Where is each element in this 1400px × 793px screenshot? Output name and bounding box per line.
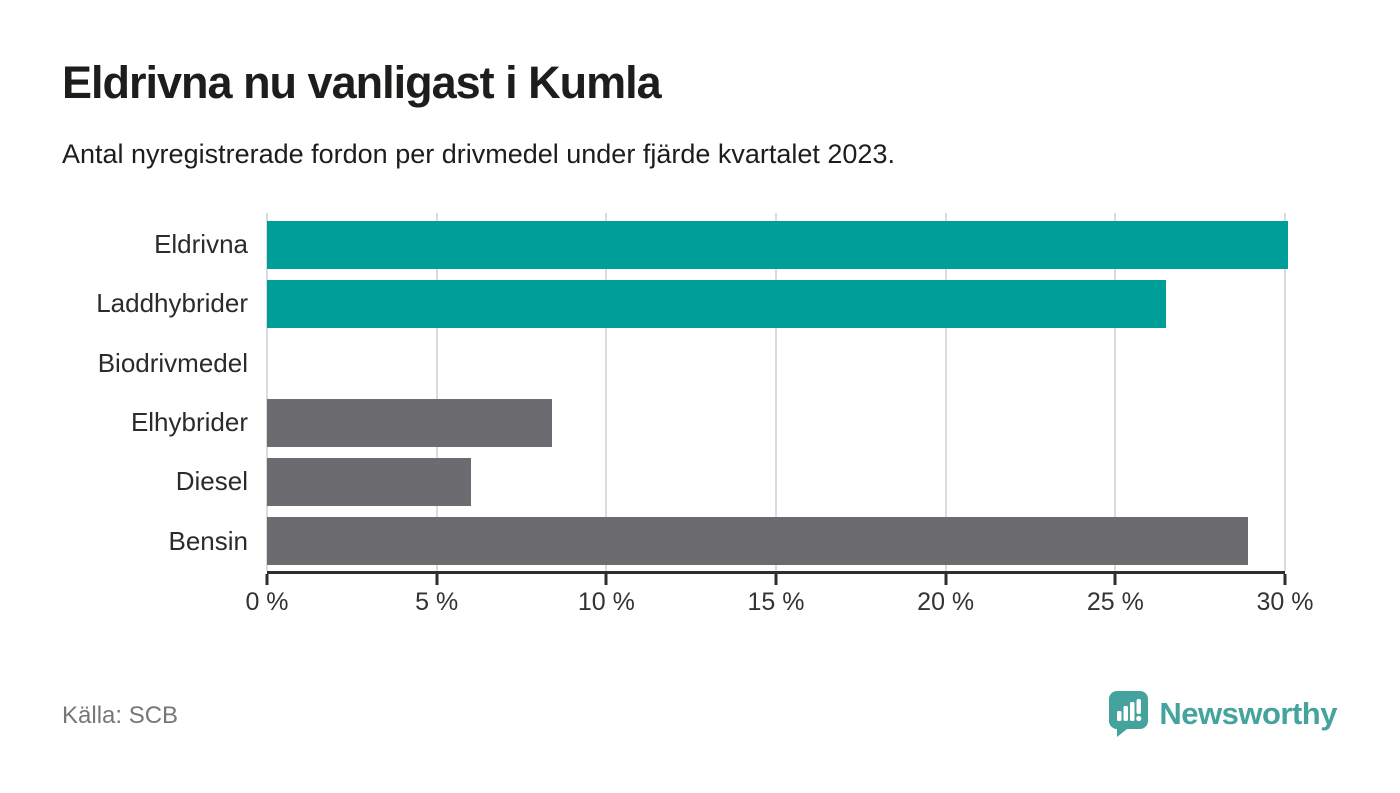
axis-tick-label: 25 % — [1086, 587, 1144, 616]
axis-tick-label: 30 % — [1256, 587, 1314, 616]
bar-track — [267, 517, 1285, 566]
bar-eldrivna — [267, 220, 1289, 269]
axis-tick — [604, 573, 608, 585]
category-label: Biodrivmedel — [97, 347, 248, 378]
category-label: Diesel — [175, 466, 248, 497]
axis-tick-label: 5 % — [415, 587, 459, 616]
chart-row: Biodrivmedel — [62, 334, 1285, 393]
bar-track — [267, 279, 1285, 328]
axis-tick-label: 20 % — [917, 587, 975, 616]
gridline — [266, 213, 268, 571]
newsworthy-bubble-chart-icon — [1109, 691, 1149, 737]
category-label: Bensin — [168, 525, 249, 556]
source-label: Källa: SCB — [62, 702, 179, 729]
bar-track — [267, 339, 1285, 387]
gridline — [1284, 213, 1286, 571]
category-label: Elhybrider — [130, 407, 248, 438]
gridline — [435, 213, 438, 571]
chart-title: Eldrivna nu vanligast i Kumla — [62, 57, 662, 108]
chart-row: Elhybrider — [62, 393, 1285, 452]
bar-diesel — [267, 457, 471, 506]
category-label: Laddhybrider — [96, 288, 248, 319]
gridline — [775, 213, 777, 571]
chart-row: Eldrivna — [62, 215, 1289, 274]
bar-track — [267, 457, 1285, 506]
chart-row: Bensin — [62, 512, 1285, 571]
chart-subtitle: Antal nyregistrerade fordon per drivmede… — [62, 139, 895, 169]
bar-chart: Eldrivna Laddhybrider Biodrivmedel Elhybrid… — [62, 213, 1313, 622]
axis-tick — [1113, 573, 1117, 585]
gridline — [944, 213, 947, 571]
bar-bensin — [267, 517, 1248, 566]
bar-track — [267, 398, 1285, 447]
chart-rows: Eldrivna Laddhybrider Biodrivmedel Elhybrid… — [62, 213, 1289, 571]
x-axis — [265, 570, 1287, 586]
chart-row: Diesel — [62, 452, 1285, 511]
bar-elhybrider — [267, 398, 553, 447]
axis-tick — [944, 573, 948, 585]
axis-tick-label: 0 % — [245, 587, 289, 616]
bar-track — [267, 220, 1289, 269]
x-axis-labels: 0 % 5 % 10 % 15 % 20 % 25 % 30 % — [245, 587, 1313, 622]
axis-tick — [774, 573, 778, 585]
gridline — [1114, 213, 1117, 571]
bar-laddhybrider — [267, 279, 1167, 328]
axis-tick — [435, 573, 439, 585]
gridline — [605, 213, 608, 571]
chart-row: Laddhybrider — [62, 274, 1285, 333]
axis-tick-label: 15 % — [747, 587, 805, 616]
axis-tick-label: 10 % — [577, 587, 635, 616]
category-label: Eldrivna — [154, 229, 248, 260]
axis-tick — [1283, 573, 1287, 585]
chart-gridlines — [266, 213, 1286, 571]
newsworthy-logo: Newsworthy — [1108, 690, 1337, 737]
newsworthy-wordmark: Newsworthy — [1159, 695, 1337, 731]
axis-tick — [265, 573, 269, 585]
